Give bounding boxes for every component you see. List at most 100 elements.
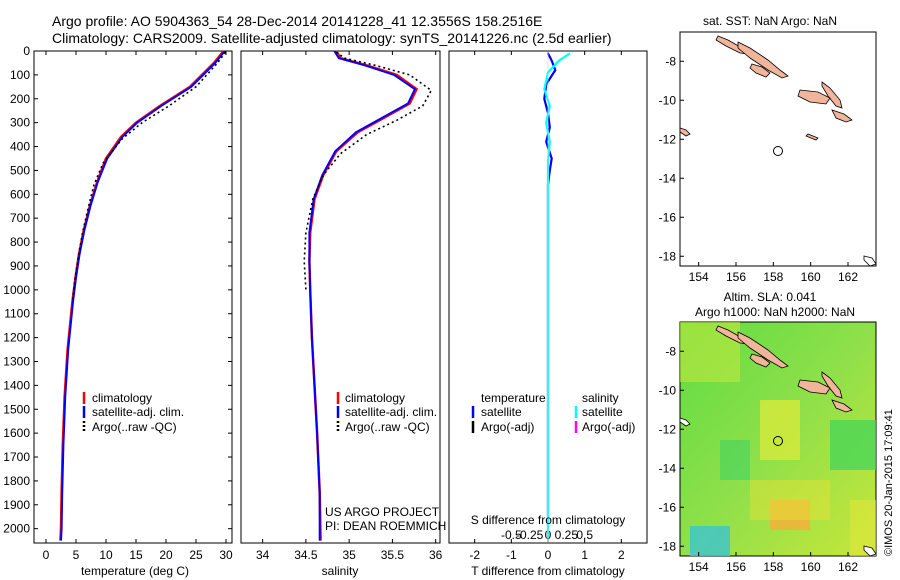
legend-argo-label: Argo(..raw -QC)	[345, 420, 430, 434]
temperature-tick-label: 5	[73, 548, 80, 562]
legend-temperature-title: temperature	[481, 391, 546, 405]
depth-tick-label: 300	[10, 116, 30, 130]
lon-tick-label: 154	[689, 270, 709, 284]
difference-legend-temperature: temperature satellite Argo(-adj)	[471, 391, 546, 434]
legend-s-satellite-label: satellite	[582, 405, 623, 419]
t-difference-tick-label: -1	[506, 548, 517, 562]
temperature-axes	[33, 50, 233, 544]
difference-series	[543, 51, 571, 543]
depth-tick-label: 1100	[4, 307, 30, 321]
island-west-small	[680, 417, 691, 427]
s-difference-tick-label: -0.25	[516, 528, 544, 542]
lat-tick-label: -16	[659, 500, 677, 514]
series-argo-raw-qc-	[71, 51, 227, 302]
depth-tick-label: 1200	[3, 331, 30, 345]
lat-tick-label: -8	[665, 344, 676, 358]
salinity-tick-label: 36	[429, 548, 443, 562]
lon-tick-label: 162	[838, 560, 858, 574]
sla-map-title-1: Altim. SLA: 0.041	[724, 290, 817, 304]
temperature-xlabel: temperature (deg C)	[81, 564, 189, 578]
salinity-tick-label: 34.5	[294, 548, 318, 562]
legend-satellite-label: satellite-adj. clim.	[345, 405, 437, 419]
salinity-axes	[240, 50, 441, 544]
island-south-corner	[863, 545, 876, 556]
lon-tick-label: 162	[838, 270, 858, 284]
sla-patch-light	[760, 400, 800, 460]
salinity-panel: 34 34.5 35 35.5 36 salinity climatology sate…	[240, 50, 446, 578]
sst-profile-marker	[773, 146, 783, 156]
s-difference-tick-label: 0.5	[576, 528, 593, 542]
island-new-georgia	[749, 353, 771, 368]
s-difference-tick-label: -0.5	[501, 528, 522, 542]
depth-tick-label: 0	[23, 44, 30, 58]
t-difference-tick-label: 1	[581, 548, 588, 562]
island-south-corner	[863, 255, 876, 266]
legend-s-argo-label: Argo(-adj)	[582, 420, 635, 434]
depth-tick-label: 700	[10, 211, 30, 225]
sst-lon-ticks: 154 156 158 160 162	[689, 262, 858, 284]
temperature-tick-label: 10	[99, 548, 113, 562]
island-malaita	[821, 371, 843, 399]
sla-lon-ticks: 154 156 158 160 162	[689, 552, 858, 574]
legend-argo-label: Argo(..raw -QC)	[92, 420, 177, 434]
depth-tick-label: 100	[10, 68, 30, 82]
pi-label: PI: DEAN ROEMMICH	[325, 519, 446, 533]
legend-satellite-label: satellite-adj. clim.	[92, 405, 184, 419]
lon-tick-label: 156	[726, 560, 746, 574]
depth-tick-label: 500	[10, 163, 30, 177]
sla-map-field	[680, 322, 876, 556]
sla-patch-cyan	[690, 526, 730, 556]
lon-tick-label: 160	[801, 270, 821, 284]
lon-tick-label: 158	[763, 270, 783, 284]
depth-axis-ticks: 0 100 200 300 400 500 600 700 800 900 1000 1100 1200…	[3, 44, 232, 536]
header-line-1: Argo profile: AO 5904363_54 28-Dec-2014 …	[52, 13, 542, 29]
island-malaita	[821, 81, 843, 109]
island-west-small	[680, 127, 691, 137]
temperature-tick-label: 15	[129, 548, 143, 562]
lat-tick-label: -14	[659, 461, 677, 475]
t-difference-xlabel: T difference from climatology	[471, 564, 625, 578]
salinity-xlabel: salinity	[322, 564, 359, 578]
depth-tick-label: 1800	[3, 474, 30, 488]
sla-patch-light	[680, 322, 740, 382]
imos-timestamp: ©IMOS 20-Jan-2015 17:09:41	[883, 409, 895, 556]
sst-map-axes	[679, 31, 877, 267]
sst-map-panel: sat. SST: NaN Argo: NaN 154 156 158 160 162 …	[659, 14, 877, 284]
temperature-legend: climatology satellite-adj. clim. Argo(..…	[82, 391, 184, 434]
s-difference-label: S difference from climatology	[471, 513, 626, 527]
lat-tick-label: -12	[659, 422, 677, 436]
temperature-axis-ticks: 0 5 10 15 20 25 30	[43, 51, 233, 562]
t-difference-tick-label: 0	[545, 548, 552, 562]
depth-tick-label: 2000	[3, 522, 30, 536]
depth-tick-label: 1900	[3, 498, 30, 512]
sst-lat-ticks: -8 -10 -12 -14 -16 -18	[659, 54, 684, 263]
island-santa-isabel	[737, 331, 789, 369]
t-difference-tick-label: 2	[618, 548, 625, 562]
island-santa-isabel	[737, 41, 789, 79]
lon-tick-label: 154	[689, 560, 709, 574]
lat-tick-label: -10	[659, 93, 677, 107]
temperature-tick-label: 20	[159, 548, 173, 562]
header-line-2: Climatology: CARS2009. Satellite-adjuste…	[52, 30, 612, 46]
lat-tick-label: -18	[659, 539, 677, 553]
sla-patch-orange	[770, 500, 810, 530]
lat-tick-label: -18	[659, 249, 677, 263]
lon-tick-label: 160	[801, 560, 821, 574]
salinity-legend: climatology satellite-adj. clim. Argo(..…	[336, 391, 437, 434]
depth-tick-label: 1300	[3, 354, 30, 368]
temperature-panel: 0100200300400500600700800900100011001200…	[3, 44, 233, 578]
sla-patch-yellow	[750, 480, 830, 520]
sla-patch-green	[830, 420, 876, 470]
project-label: US ARGO PROJECT	[325, 505, 440, 519]
depth-tick-label: 1700	[3, 450, 30, 464]
salinity-series	[303, 50, 433, 541]
lat-tick-label: -8	[665, 54, 676, 68]
lat-tick-label: -12	[659, 132, 677, 146]
island-new-georgia	[749, 63, 771, 78]
sst-map-title: sat. SST: NaN Argo: NaN	[703, 14, 837, 28]
temperature-tick-label: 30	[219, 548, 233, 562]
salinity-tick-label: 35	[342, 548, 356, 562]
sla-profile-marker	[773, 436, 783, 446]
temperature-series	[59, 50, 227, 541]
